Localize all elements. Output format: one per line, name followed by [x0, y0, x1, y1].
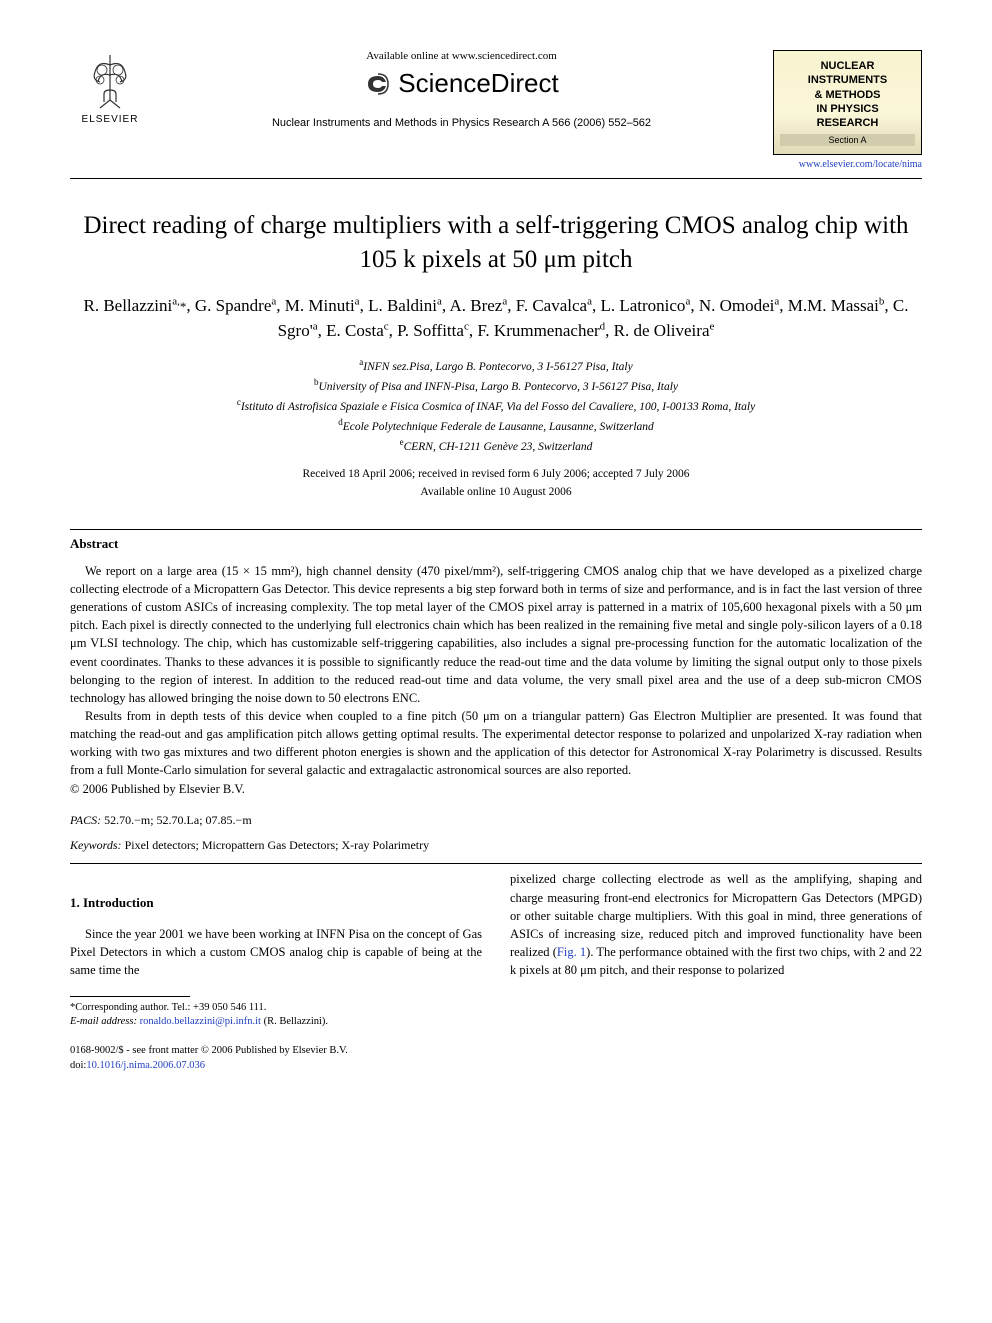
footnote-separator [70, 996, 190, 997]
header-row: ELSEVIER Available online at www.science… [70, 50, 922, 170]
pacs-line: PACS: 52.70.−m; 52.70.La; 07.85.−m [70, 813, 922, 828]
email-link[interactable]: ronaldo.bellazzini@pi.infn.it [140, 1016, 261, 1027]
keywords-line: Keywords: Pixel detectors; Micropattern … [70, 838, 922, 853]
journal-box-section: Section A [780, 134, 915, 146]
publisher-name: ELSEVIER [70, 114, 150, 125]
fig1-link[interactable]: Fig. 1 [557, 945, 586, 959]
corresponding-author-footnote: *Corresponding author. Tel.: +39 050 546… [70, 1001, 482, 1030]
copyright-line: © 2006 Published by Elsevier B.V. [70, 782, 922, 797]
abstract-p1: We report on a large area (15 × 15 mm²),… [70, 562, 922, 707]
affiliations: aINFN sez.Pisa, Largo B. Pontecorvo, 3 I… [70, 356, 922, 456]
pacs-label: PACS: [70, 813, 101, 827]
center-header: Available online at www.sciencedirect.co… [150, 50, 773, 129]
issn-line: 0168-9002/$ - see front matter © 2006 Pu… [70, 1045, 348, 1056]
sciencedirect-icon [364, 70, 392, 98]
keywords-label: Keywords: [70, 838, 122, 852]
affil-c: Istituto di Astrofisica Spaziale e Fisic… [241, 401, 755, 413]
available-online-text: Available online at www.sciencedirect.co… [160, 50, 763, 62]
bottom-info: 0168-9002/$ - see front matter © 2006 Pu… [70, 1044, 482, 1073]
dates-online: Available online 10 August 2006 [420, 486, 571, 498]
page: ELSEVIER Available online at www.science… [0, 0, 992, 1323]
body-columns: 1. Introduction Since the year 2001 we h… [70, 870, 922, 1073]
elsevier-logo: ELSEVIER [70, 50, 150, 125]
journal-box-wrapper: NUCLEAR INSTRUMENTS & METHODS IN PHYSICS… [773, 50, 922, 170]
abstract-p2: Results from in depth tests of this devi… [70, 707, 922, 780]
keywords-text: Pixel detectors; Micropattern Gas Detect… [125, 838, 430, 852]
jb-line5: RESEARCH [817, 117, 879, 129]
affil-e: CERN, CH-1211 Genève 23, Switzerland [404, 441, 593, 453]
affil-d: Ecole Polytechnique Federale de Lausanne… [343, 421, 654, 433]
abstract-bottom-rule [70, 863, 922, 864]
corr-author-tel: *Corresponding author. Tel.: +39 050 546… [70, 1002, 266, 1013]
jb-line1: NUCLEAR [821, 60, 875, 72]
dates-received: Received 18 April 2006; received in revi… [302, 468, 689, 480]
email-label: E-mail address: [70, 1016, 137, 1027]
right-column: pixelized charge collecting electrode as… [510, 870, 922, 1073]
sciencedirect-logo: ScienceDirect [160, 68, 763, 99]
doi-label: doi: [70, 1060, 86, 1071]
authors-list: R. Bellazzinia,*, G. Spandrea, M. Minuti… [70, 293, 922, 344]
article-dates: Received 18 April 2006; received in revi… [70, 466, 922, 501]
affil-a: INFN sez.Pisa, Largo B. Pontecorvo, 3 I-… [363, 361, 632, 373]
journal-reference: Nuclear Instruments and Methods in Physi… [160, 117, 763, 129]
journal-box: NUCLEAR INSTRUMENTS & METHODS IN PHYSICS… [773, 50, 922, 155]
jb-line4: IN PHYSICS [816, 103, 878, 115]
header-rule [70, 178, 922, 179]
jb-line3: & METHODS [815, 89, 881, 101]
sciencedirect-text: ScienceDirect [398, 68, 558, 99]
abstract-heading: Abstract [70, 536, 922, 552]
intro-col2-text: pixelized charge collecting electrode as… [510, 870, 922, 979]
elsevier-tree-icon [80, 50, 140, 110]
left-column: 1. Introduction Since the year 2001 we h… [70, 870, 482, 1073]
pacs-codes: 52.70.−m; 52.70.La; 07.85.−m [104, 813, 252, 827]
journal-url-link[interactable]: www.elsevier.com/locate/nima [773, 159, 922, 170]
abstract-body: We report on a large area (15 × 15 mm²),… [70, 562, 922, 780]
section-1-heading: 1. Introduction [70, 894, 482, 913]
intro-col1-text: Since the year 2001 we have been working… [70, 925, 482, 979]
email-attrib: (R. Bellazzini). [264, 1016, 328, 1027]
journal-box-title: NUCLEAR INSTRUMENTS & METHODS IN PHYSICS… [780, 59, 915, 130]
affil-b: University of Pisa and INFN-Pisa, Largo … [318, 381, 678, 393]
doi-link[interactable]: 10.1016/j.nima.2006.07.036 [86, 1060, 205, 1071]
article-title: Direct reading of charge multipliers wit… [70, 209, 922, 277]
jb-line2: INSTRUMENTS [808, 74, 887, 86]
abstract-top-rule [70, 529, 922, 530]
